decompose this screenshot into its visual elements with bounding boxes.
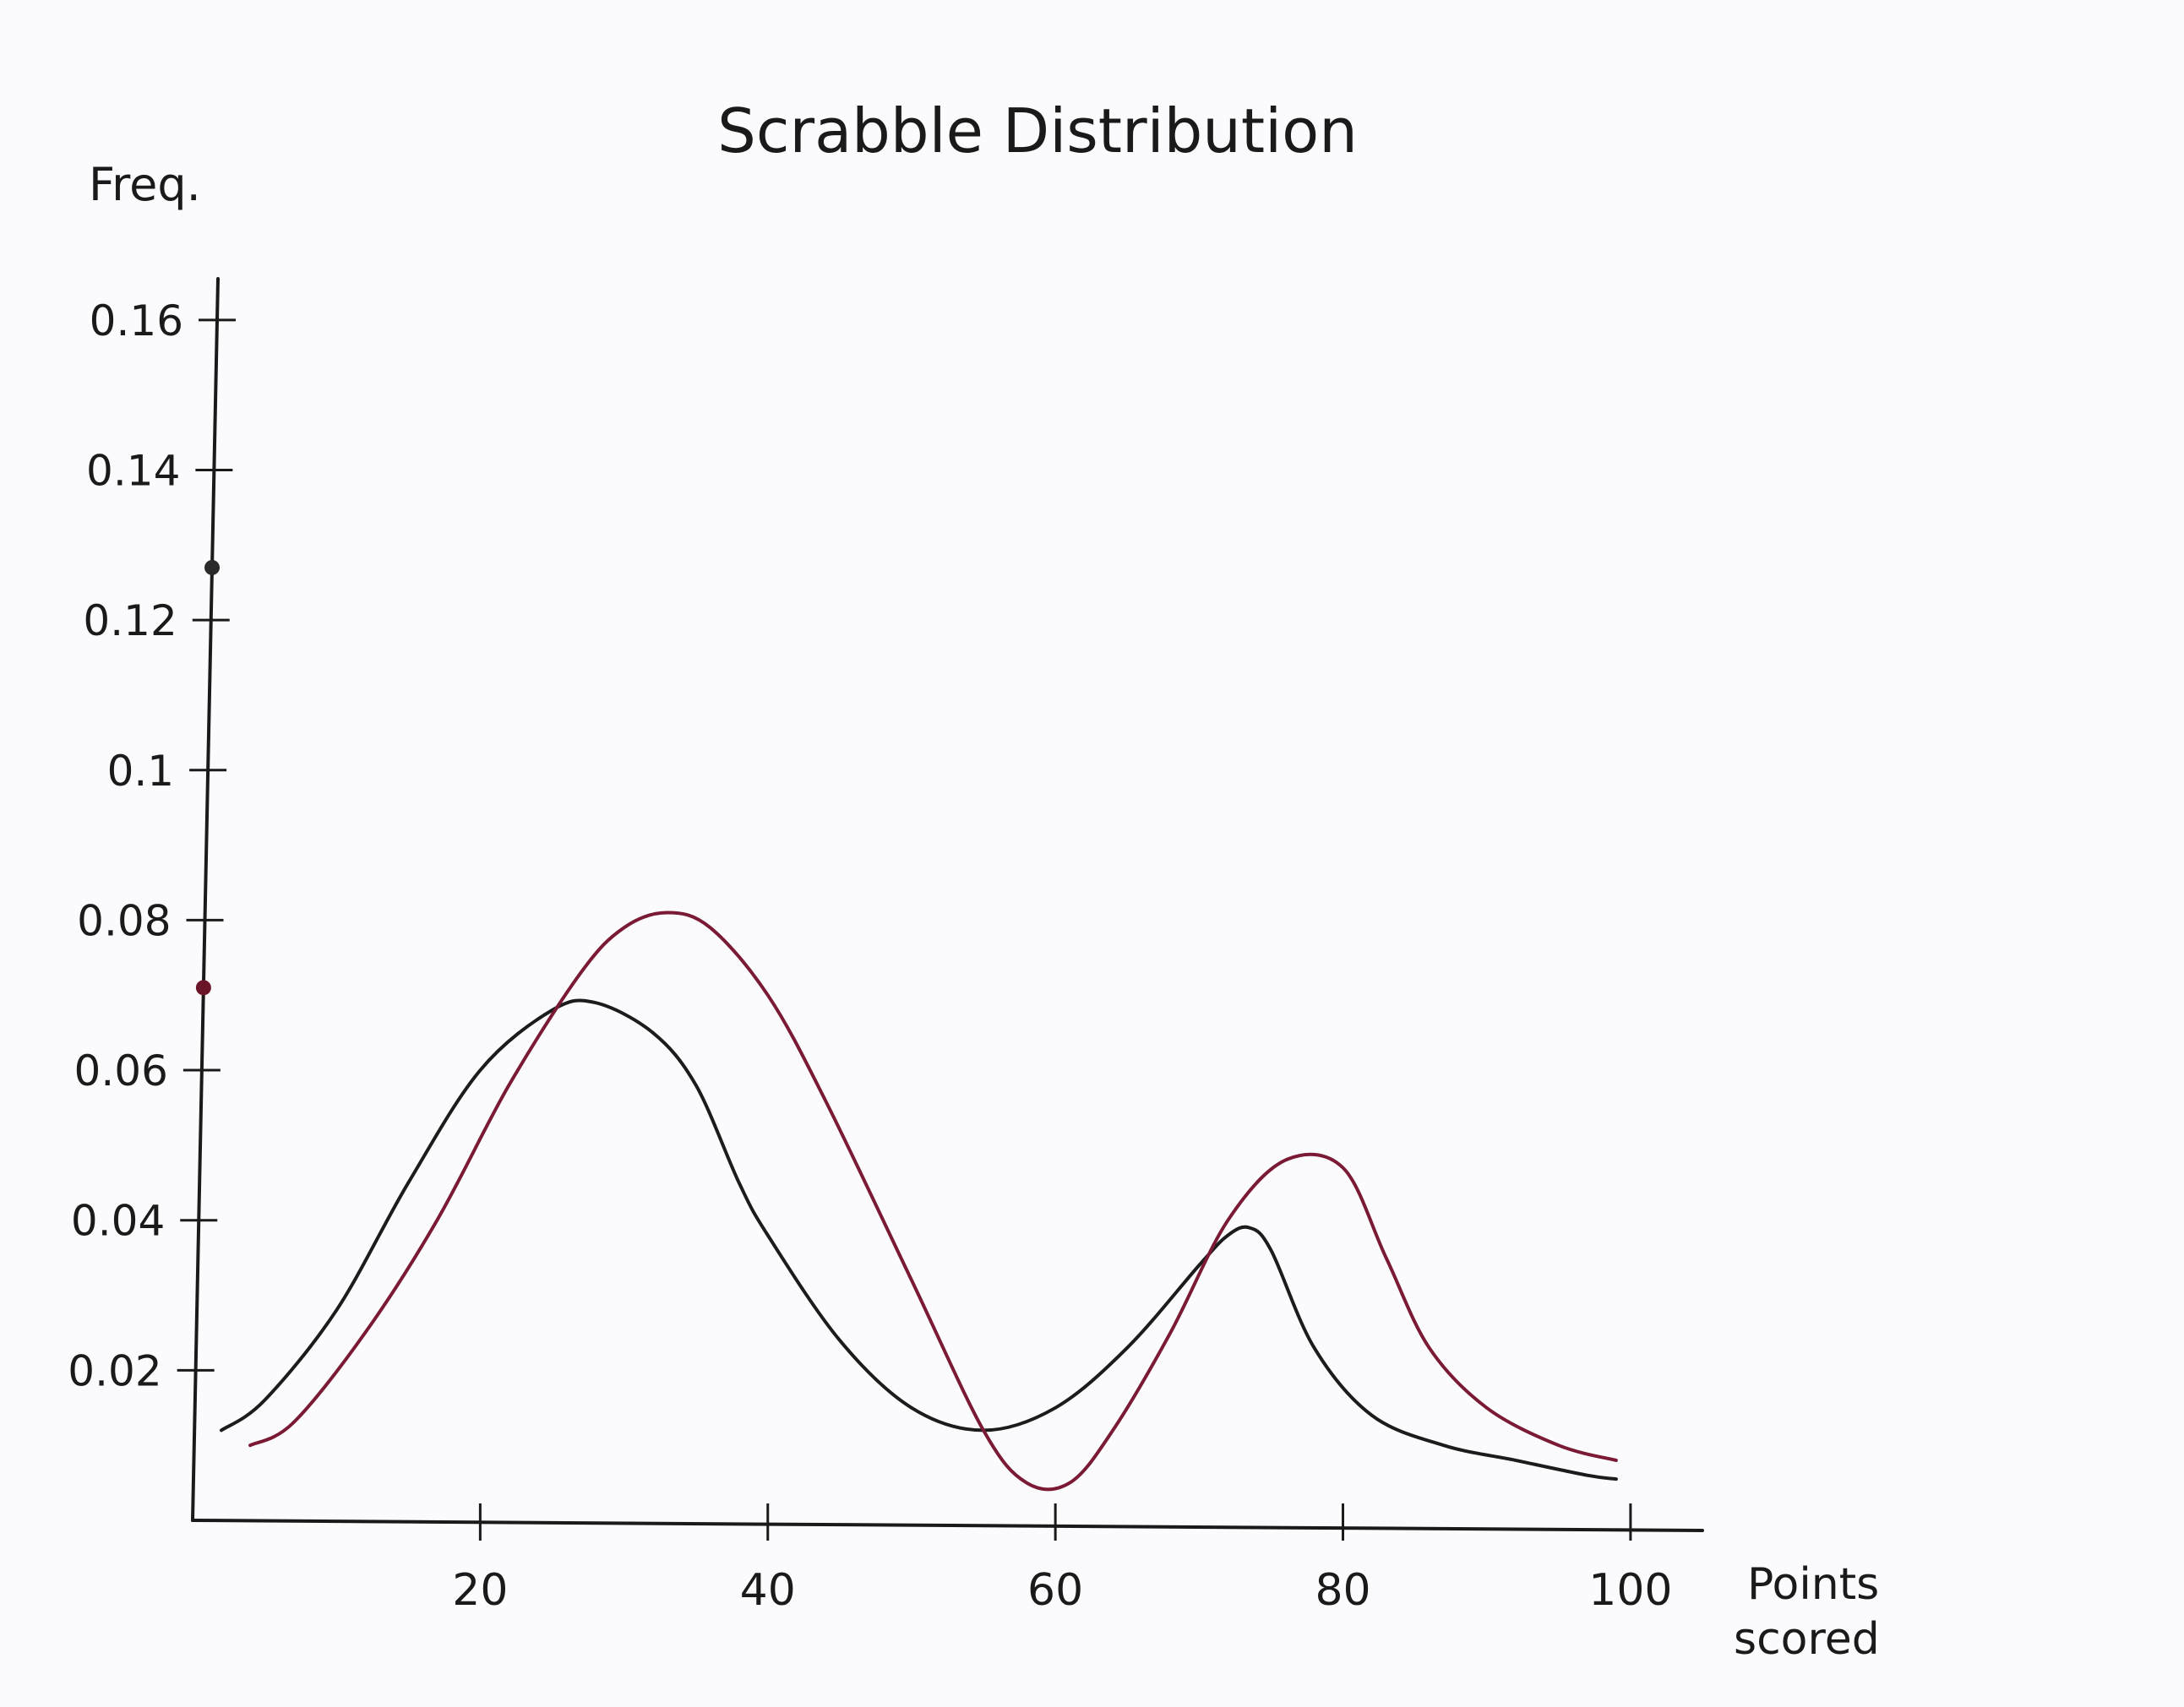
series-line-1	[220, 998, 1618, 1481]
x-axis-line	[191, 1519, 1704, 1532]
y-tick-label: 0.08	[77, 896, 171, 945]
x-tick-label: 80	[1315, 1565, 1370, 1616]
x-tick-label: 60	[1027, 1565, 1083, 1616]
y-tick-label: 0.14	[86, 446, 180, 495]
x-tick-label: 100	[1588, 1565, 1672, 1616]
series-lines	[220, 911, 1618, 1492]
x-axis-label-line2: scored	[1734, 1614, 1880, 1665]
y-tick-label: 0.16	[90, 296, 183, 345]
x-tick-label: 20	[452, 1565, 508, 1616]
y-tick-label: 0.04	[71, 1197, 165, 1246]
y-axis-line	[191, 277, 220, 1522]
y-tick-label: 0.06	[74, 1046, 168, 1095]
y-tick-label: 0.1	[107, 747, 175, 796]
axes	[191, 277, 1704, 1532]
x-axis-label-line1: Points	[1747, 1559, 1879, 1610]
ticks: 20 40 60 80 100 0.02 0.04 0.06 0.08 0.1 0.12 0.14 0.…	[68, 296, 1672, 1616]
axis-dots	[195, 559, 221, 996]
series-line-2	[248, 911, 1618, 1492]
y-tick-label: 0.02	[68, 1346, 161, 1395]
y-axis-dot	[204, 559, 221, 575]
y-axis-dot	[195, 980, 211, 996]
y-axis-label: Freq.	[89, 158, 201, 211]
y-tick-label: 0.12	[83, 596, 177, 645]
chart-title: Scrabble Distribution	[717, 95, 1358, 166]
x-tick-label: 40	[740, 1565, 796, 1616]
